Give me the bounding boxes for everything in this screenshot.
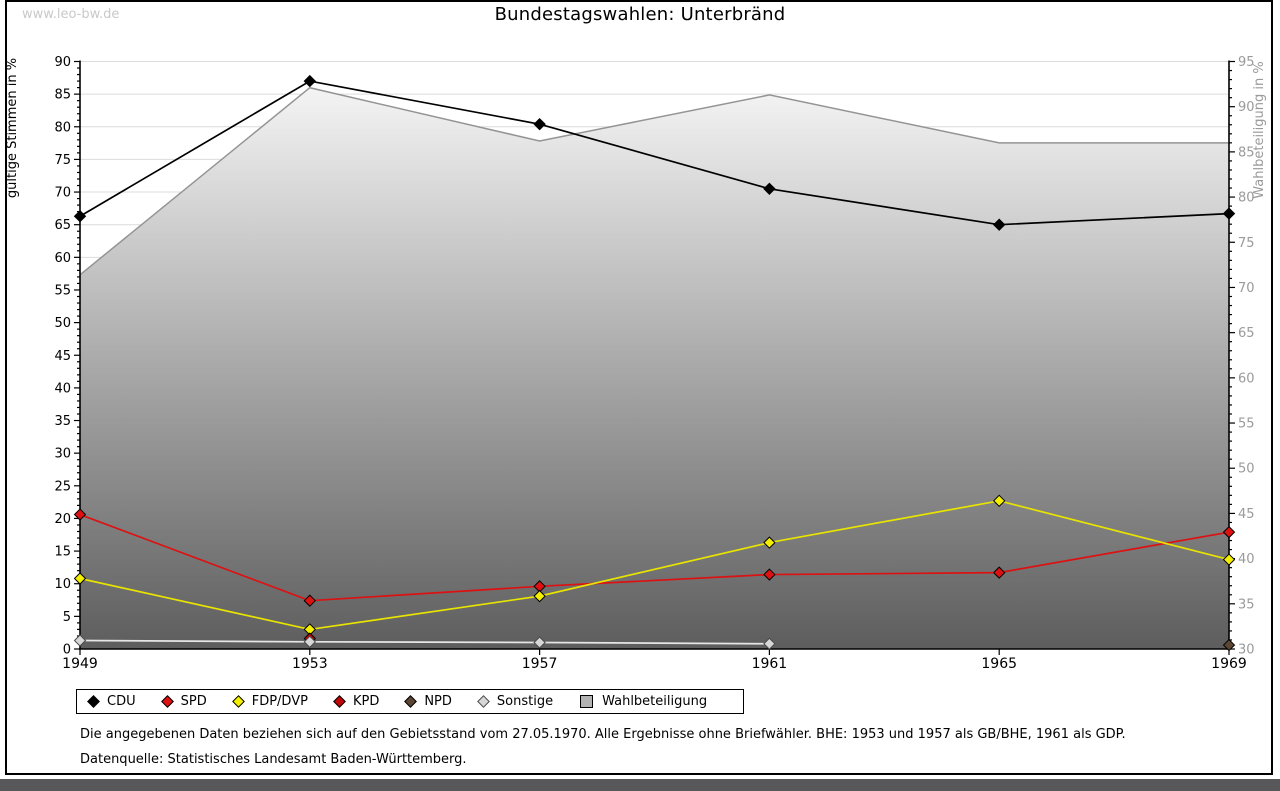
svg-text:75: 75: [1238, 236, 1255, 251]
svg-text:60: 60: [1238, 371, 1255, 386]
svg-text:95: 95: [1238, 55, 1255, 70]
axis-ticks: [74, 60, 1235, 655]
svg-text:25: 25: [54, 479, 71, 494]
svg-text:35: 35: [54, 414, 71, 429]
legend-label: CDU: [107, 694, 136, 709]
diamond-marker-icon: [87, 695, 100, 708]
legend-label: NPD: [424, 694, 452, 709]
svg-text:75: 75: [54, 153, 71, 168]
series-spd: [73, 508, 1236, 607]
diamond-marker-icon: [477, 695, 490, 708]
svg-text:70: 70: [54, 186, 71, 201]
axis-tick-labels: 0 5 10 15 20 25 30 35 40 45 50 55 60 65 70 75 80 85 90 30 35…: [54, 55, 1254, 672]
svg-text:1969: 1969: [1211, 656, 1247, 672]
legend-item-sonstige: Sonstige: [477, 694, 554, 709]
svg-text:45: 45: [1238, 507, 1255, 522]
watermark: www.leo-bw.de: [22, 7, 120, 22]
svg-text:5: 5: [63, 610, 71, 625]
footnote-datenquelle: Datenquelle: Statistisches Landesamt Bad…: [80, 752, 467, 767]
legend-label: SPD: [180, 694, 207, 709]
footnote-gebietsstand: Die angegebenen Daten beziehen sich auf …: [80, 727, 1126, 742]
svg-text:1965: 1965: [981, 656, 1017, 672]
legend-item-cdu: CDU: [87, 694, 136, 709]
svg-text:40: 40: [54, 381, 71, 396]
bottom-bar: [0, 779, 1280, 791]
svg-text:1961: 1961: [752, 656, 788, 672]
right-axis-title: Wahlbeteiligung in %: [1252, 61, 1267, 198]
legend-item-spd: SPD: [160, 694, 207, 709]
series-wahlbeteiligung-area: [79, 86, 1229, 649]
svg-text:50: 50: [54, 316, 71, 331]
legend-item-wahlbeteiligung: Wahlbeteiligung: [580, 694, 707, 709]
svg-text:90: 90: [54, 55, 71, 70]
svg-text:20: 20: [54, 512, 71, 527]
svg-text:30: 30: [1238, 643, 1255, 658]
series-fdp-dvp: [73, 494, 1236, 636]
page-title: Bundestagswahlen: Unterbränd: [494, 4, 786, 25]
svg-text:10: 10: [54, 577, 71, 592]
svg-text:1957: 1957: [522, 656, 558, 672]
series-npd: [1222, 638, 1236, 652]
svg-text:85: 85: [1238, 145, 1255, 160]
diamond-marker-icon: [160, 695, 174, 708]
svg-text:80: 80: [1238, 191, 1255, 206]
svg-text:1949: 1949: [62, 656, 98, 672]
svg-text:60: 60: [54, 251, 71, 266]
legend-label: Wahlbeteiligung: [602, 694, 708, 709]
svg-text:70: 70: [1238, 281, 1255, 296]
svg-text:85: 85: [54, 88, 71, 103]
svg-text:15: 15: [54, 545, 71, 560]
svg-text:65: 65: [54, 218, 71, 233]
square-marker-icon: [580, 695, 594, 708]
svg-text:35: 35: [1238, 597, 1255, 612]
election-line-chart: 0 5 10 15 20 25 30 35 40 45 50 55 60 65 70 75 80 85 90 30 35…: [5, 55, 1267, 672]
svg-text:55: 55: [54, 283, 71, 298]
legend-label: KPD: [352, 694, 380, 709]
legend-item-fdp-dvp: FDP/DVP: [231, 694, 308, 709]
legend-item-kpd: KPD: [333, 694, 380, 709]
svg-text:30: 30: [54, 447, 71, 462]
svg-text:45: 45: [54, 349, 71, 364]
diamond-marker-icon: [333, 695, 346, 708]
svg-text:40: 40: [1238, 552, 1255, 567]
svg-text:80: 80: [54, 120, 71, 135]
diamond-marker-icon: [404, 695, 418, 708]
legend-item-npd: NPD: [404, 694, 452, 709]
legend-label: Sonstige: [496, 694, 554, 709]
legend-label: FDP/DVP: [251, 694, 308, 709]
series-sonstige: [73, 634, 776, 650]
svg-text:1953: 1953: [292, 656, 328, 672]
diamond-marker-icon: [231, 695, 245, 708]
svg-text:50: 50: [1238, 462, 1255, 477]
chart-legend: CDU SPD FDP/DVP KPD NPD Sonstige Wahlbeteiligu…: [76, 689, 744, 714]
svg-text:55: 55: [1238, 417, 1255, 432]
svg-text:0: 0: [63, 643, 71, 658]
svg-text:90: 90: [1238, 100, 1255, 115]
svg-text:65: 65: [1238, 326, 1255, 341]
left-axis-title: gültige Stimmen in %: [5, 58, 20, 198]
series-cdu: [73, 74, 1236, 231]
